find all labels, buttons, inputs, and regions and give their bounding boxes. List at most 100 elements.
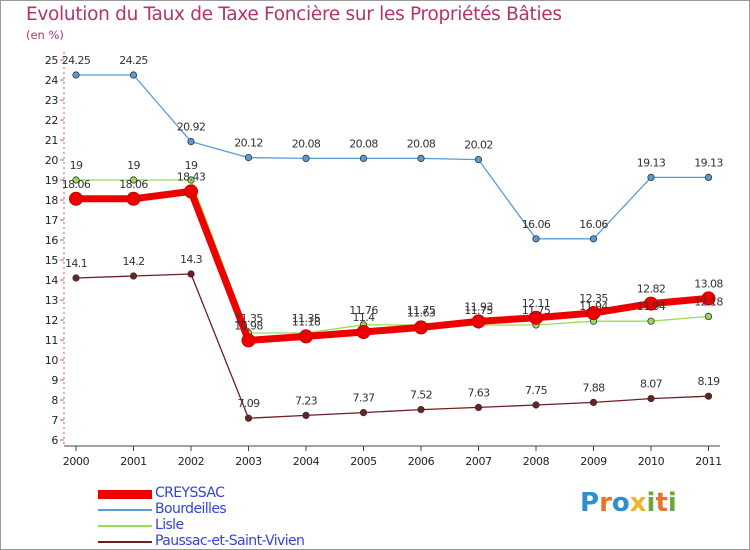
legend-item-bourdeilles: Bourdeilles [98, 501, 358, 518]
data-label-paussac-et-saint-vivien: 14.3 [180, 253, 203, 266]
x-tick-label: 2010 [638, 455, 665, 468]
data-label-bourdeilles: 24.25 [119, 54, 148, 67]
point-paussac-et-saint-vivien [589, 398, 598, 406]
point-paussac-et-saint-vivien [244, 414, 253, 422]
data-label-paussac-et-saint-vivien: 8.07 [640, 378, 663, 391]
point-creyssac [356, 325, 371, 339]
y-tick-label: 7 [51, 414, 58, 427]
data-label-paussac-et-saint-vivien: 7.63 [467, 386, 490, 399]
point-paussac-et-saint-vivien [647, 394, 655, 403]
data-label-lisle: 19 [185, 159, 198, 172]
y-tick-label: 8 [51, 394, 58, 407]
point-creyssac [241, 333, 256, 348]
data-label-lisle: 11.76 [349, 304, 378, 317]
legend-swatch-creyssac [98, 490, 152, 499]
y-tick-label: 21 [45, 134, 58, 147]
legend-item-paussac: Paussac-et-Saint-Vivien [98, 533, 358, 550]
data-labels: 14.1 14.2 14.3 7.09 7.23 7.37 7.52 7.63 7.75 7.88… [62, 54, 724, 410]
y-tick-label: 22 [45, 114, 58, 127]
data-label-lisle: 11.75 [464, 304, 493, 317]
y-tick-label: 11 [45, 334, 58, 347]
point-paussac-et-saint-vivien [704, 392, 713, 400]
point-creyssac [126, 191, 141, 206]
data-label-creyssac: 12.82 [637, 283, 666, 296]
data-label-creyssac: 12.35 [579, 292, 608, 305]
point-bourdeilles [704, 173, 713, 181]
x-tick-label: 2007 [465, 455, 492, 468]
point-lisle [129, 176, 138, 184]
proxiti-logo: Proxiti [580, 488, 677, 518]
series-line-paussac-et-saint-vivien [75, 273, 710, 419]
data-label-creyssac: 11.18 [292, 315, 321, 328]
x-tick-label: 2006 [408, 455, 435, 468]
data-label-bourdeilles: 24.25 [62, 54, 91, 67]
x-axis-ticks: 2000 2001 2002 2003 2004 2005 2006 2007 2008 2009… [63, 446, 722, 468]
x-tick-label: 2008 [523, 455, 550, 468]
data-label-creyssac: 12.11 [522, 297, 551, 310]
data-label-paussac-et-saint-vivien: 14.2 [122, 255, 144, 268]
data-label-bourdeilles: 20.08 [407, 137, 436, 150]
point-paussac-et-saint-vivien [532, 401, 540, 409]
logo-letter: P [580, 488, 600, 518]
point-bourdeilles [532, 235, 540, 243]
y-axis-unit: (en %) [26, 28, 64, 42]
logo-letter: r [599, 488, 612, 518]
data-label-lisle: 11.75 [522, 304, 551, 317]
series-group [69, 71, 716, 422]
data-label-creyssac: 18.06 [119, 178, 148, 191]
data-label-lisle: 19 [70, 159, 83, 172]
point-paussac-et-saint-vivien [129, 272, 138, 280]
point-bourdeilles [417, 154, 425, 162]
data-label-creyssac: 11.4 [352, 311, 375, 324]
point-paussac-et-saint-vivien [474, 403, 483, 411]
point-bourdeilles [359, 154, 368, 162]
point-bourdeilles [244, 154, 253, 162]
point-creyssac [529, 310, 543, 325]
point-paussac-et-saint-vivien [359, 408, 368, 417]
axes [63, 52, 720, 447]
y-tick-label: 24 [45, 74, 59, 87]
y-tick-label: 17 [45, 214, 59, 227]
data-label-lisle: 19 [127, 159, 140, 172]
point-bourdeilles [187, 138, 195, 146]
data-label-bourdeilles: 16.06 [579, 218, 608, 231]
point-creyssac [701, 291, 716, 306]
legend-item-lisle: Lisle [98, 517, 358, 534]
y-tick-label: 12 [45, 314, 58, 327]
point-bourdeilles [129, 71, 138, 79]
series-line-creyssac [72, 187, 712, 344]
logo-letter: x [629, 488, 647, 518]
data-label-lisle: 11.75 [407, 304, 436, 317]
y-tick-label: 19 [45, 174, 59, 187]
series-line-bourdeilles [75, 74, 710, 240]
point-paussac-et-saint-vivien [187, 270, 195, 278]
data-label-bourdeilles: 20.02 [464, 139, 493, 152]
y-tick-label: 13 [45, 294, 59, 307]
point-lisle [72, 176, 80, 184]
x-tick-label: 2003 [235, 455, 262, 468]
point-bourdeilles [72, 71, 80, 79]
logo-letter: i [667, 488, 677, 518]
y-tick-label: 6 [51, 434, 58, 447]
data-label-bourdeilles: 16.06 [522, 218, 551, 231]
point-creyssac [586, 306, 601, 320]
x-tick-label: 2011 [695, 455, 721, 468]
point-bourdeilles [589, 235, 598, 243]
series-line-lisle [75, 179, 710, 334]
logo-letter: t [655, 488, 668, 518]
legend-item-creyssac: CREYSSAC [98, 485, 358, 502]
data-label-bourdeilles: 20.08 [292, 137, 321, 150]
y-tick-label: 23 [45, 94, 59, 107]
point-bourdeilles [647, 173, 655, 181]
data-label-paussac-et-saint-vivien: 7.37 [352, 392, 375, 405]
point-lisle [647, 317, 655, 325]
y-tick-label: 20 [45, 154, 59, 167]
data-label-lisle: 11.94 [637, 300, 666, 313]
y-tick-label: 18 [45, 194, 59, 207]
y-tick-label: 15 [45, 254, 59, 267]
chart-title: Evolution du Taux de Taxe Foncière sur l… [26, 4, 562, 25]
legend: CREYSSAC Bourdeilles Lisle Paussac-et-Sa… [98, 485, 358, 550]
legend-swatch-paussac [98, 541, 152, 543]
point-creyssac [471, 314, 486, 329]
